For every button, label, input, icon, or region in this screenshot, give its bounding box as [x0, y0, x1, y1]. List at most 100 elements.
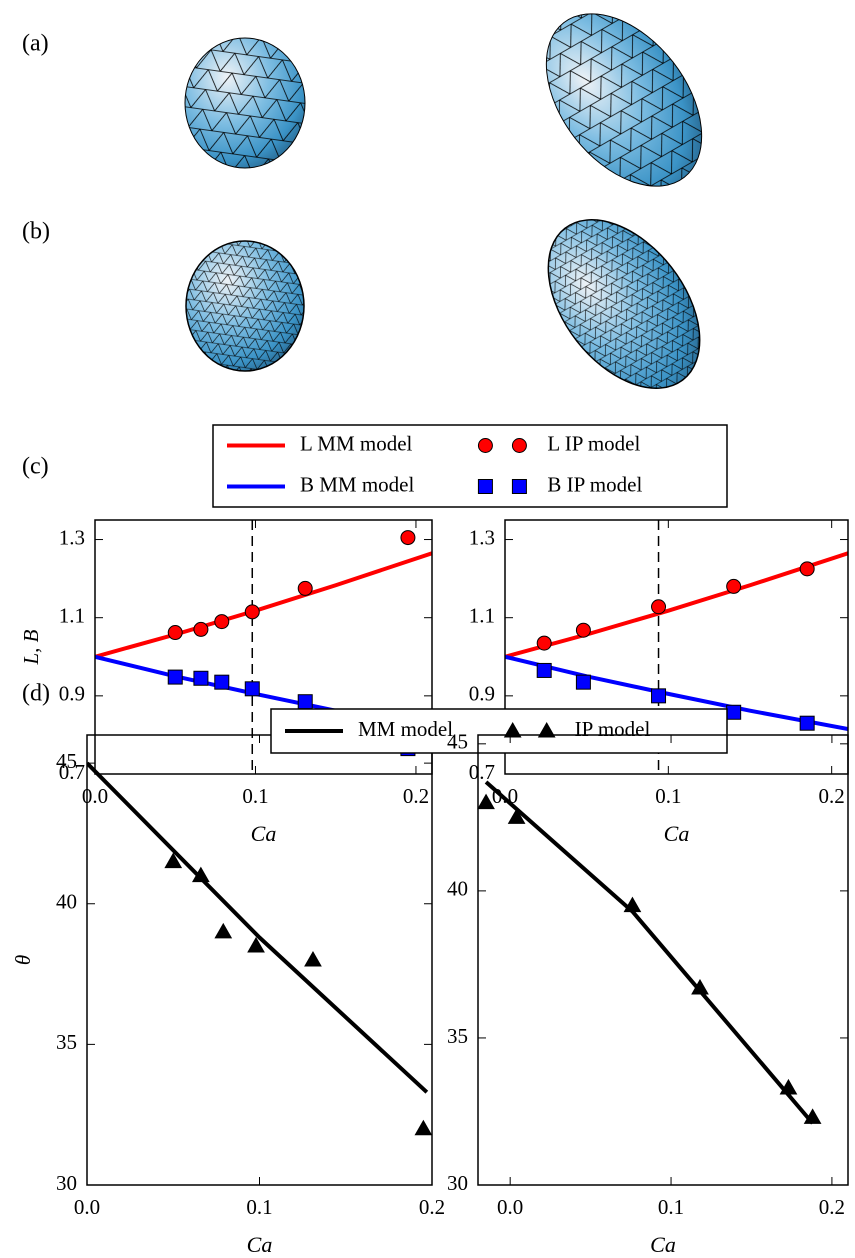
legend-box: [270, 708, 728, 754]
marker: [726, 704, 742, 720]
y-tick-label: 45: [56, 749, 77, 773]
legend-marker: [511, 479, 527, 494]
plot-area: [484, 780, 815, 1125]
y-tick-label: 0.7: [469, 760, 495, 784]
droplet-b-left: [185, 240, 305, 372]
plot-frame: [504, 519, 849, 775]
marker: [507, 808, 526, 824]
x-tick-label: 0.2: [403, 784, 429, 808]
legend-label: IP model: [575, 717, 651, 741]
series-line: [87, 761, 429, 1094]
marker: [297, 580, 313, 596]
marker: [193, 670, 209, 686]
y-tick-label: 30: [56, 1171, 77, 1195]
marker: [214, 922, 233, 939]
y-tick-label: 40: [56, 890, 77, 914]
x-tick-label: 0.2: [419, 1195, 445, 1219]
legend-label: B IP model: [547, 472, 642, 496]
legend-label: L MM model: [300, 431, 413, 455]
x-tick-label: 0.0: [497, 1195, 523, 1219]
plot-frame: [86, 734, 433, 1186]
plot-area: [95, 551, 432, 732]
legend-box: [212, 424, 728, 508]
y-tick-label: 0.9: [469, 682, 495, 706]
legend-marker: [537, 721, 556, 738]
marker: [167, 669, 183, 685]
legend-marker: [503, 721, 522, 738]
legend-label: B MM model: [300, 472, 415, 496]
legend-marker: [477, 479, 493, 494]
marker: [536, 662, 552, 678]
marker: [247, 936, 265, 953]
y-tick-label: 0.9: [59, 682, 85, 706]
marker: [297, 694, 313, 710]
marker: [214, 674, 230, 690]
x-tick-label: 0.1: [242, 784, 268, 808]
marker: [191, 866, 210, 883]
marker: [623, 896, 642, 913]
marker: [799, 561, 815, 577]
y-tick-label: 1.1: [59, 604, 85, 628]
plot-area: [87, 761, 429, 1094]
droplet-b-right: [547, 219, 701, 389]
marker: [400, 530, 416, 546]
legend-label: MM model: [358, 717, 453, 741]
x-tick-label: 0.0: [492, 784, 518, 808]
marker: [799, 715, 815, 731]
plot-frame: [94, 519, 433, 775]
y-tick-label: 1.1: [469, 604, 495, 628]
marker: [244, 681, 260, 697]
marker: [779, 1078, 798, 1095]
x-axis-label: Ca: [650, 1232, 676, 1257]
y-tick-label: 35: [56, 1030, 77, 1054]
marker: [414, 1119, 433, 1136]
legend-label: L IP model: [547, 431, 640, 455]
x-tick-label: 0.1: [658, 1195, 684, 1219]
x-tick-label: 0.1: [246, 1195, 272, 1219]
legend-marker: [477, 438, 493, 453]
panel-label: (d): [22, 681, 50, 707]
series-line: [505, 551, 848, 659]
x-axis-label: Ca: [664, 821, 690, 846]
x-tick-label: 0.1: [655, 784, 681, 808]
marker: [214, 614, 230, 630]
marker: [651, 688, 667, 704]
y-tick-label: 35: [447, 1024, 468, 1048]
y-tick-label: 0.7: [59, 760, 85, 784]
x-tick-label: 0.2: [819, 784, 845, 808]
marker: [803, 1108, 822, 1124]
plot-frame: [477, 734, 849, 1186]
marker: [244, 604, 260, 620]
x-axis-label: Ca: [251, 821, 277, 846]
legend-marker: [511, 438, 527, 453]
marker: [575, 622, 591, 638]
plot-area: [505, 551, 848, 732]
y-axis-label: L, B: [19, 629, 43, 665]
marker: [477, 793, 495, 810]
marker: [651, 599, 667, 615]
marker: [164, 852, 183, 869]
x-axis-label: Ca: [247, 1232, 273, 1257]
droplet-a-right: [545, 13, 703, 187]
x-tick-label: 0.0: [82, 784, 108, 808]
marker: [536, 635, 552, 651]
y-axis-label: θ: [11, 955, 35, 965]
marker: [575, 674, 591, 690]
y-tick-label: 45: [447, 730, 468, 754]
marker: [167, 625, 183, 641]
marker: [726, 578, 742, 594]
panel-label: (c): [22, 454, 49, 480]
series-line: [505, 654, 848, 732]
series-line: [95, 551, 432, 659]
y-tick-label: 30: [447, 1171, 468, 1195]
panel-label: (a): [22, 31, 49, 57]
y-tick-label: 40: [447, 877, 468, 901]
panel-label: (b): [22, 219, 50, 245]
series-line: [484, 780, 815, 1125]
droplet-a-left: [184, 37, 306, 169]
x-tick-label: 0.0: [74, 1195, 100, 1219]
marker: [193, 621, 209, 637]
marker: [304, 950, 322, 967]
marker: [691, 978, 709, 995]
